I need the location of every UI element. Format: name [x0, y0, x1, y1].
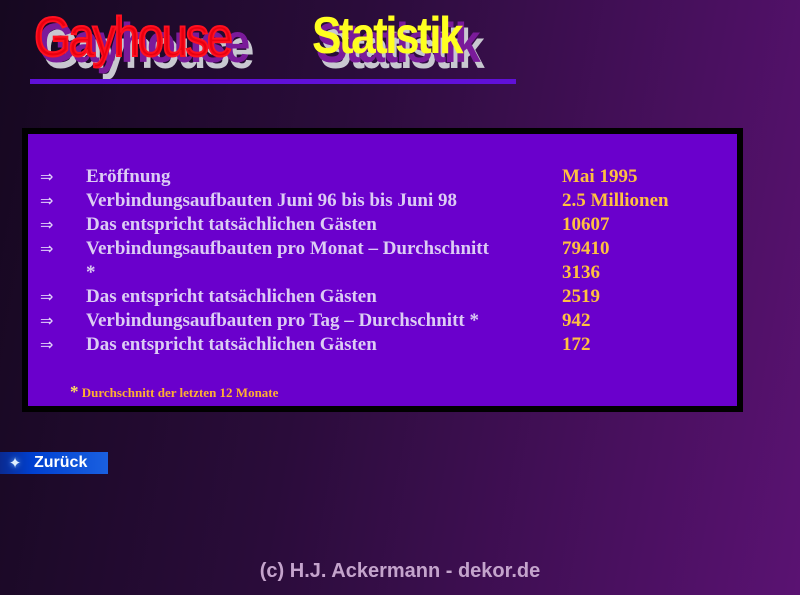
arrow-icon: ⇒: [40, 287, 54, 306]
stat-value: 10607: [562, 214, 610, 235]
stat-value: 2.5 Millionen: [562, 190, 669, 211]
arrow-icon: ⇒: [40, 167, 54, 186]
stat-label: Das entspricht tatsächlichen Gästen: [86, 286, 377, 307]
title-shadow: Statistik: [320, 17, 485, 80]
stat-row: ⇒ Verbindungsaufbauten pro Tag – Durchsch…: [28, 309, 737, 333]
stat-value: 79410: [562, 238, 610, 259]
back-button[interactable]: ✦ Zurück: [0, 452, 108, 474]
arrow-icon: ⇒: [40, 311, 54, 330]
title-shadow: Statistik: [316, 11, 481, 74]
stat-value: 3136: [562, 262, 600, 283]
stat-label: Das entspricht tatsächlichen Gästen: [86, 334, 377, 355]
title-statistik: Statistik: [312, 7, 464, 65]
stat-label: Eröffnung: [86, 166, 171, 187]
stat-row: ⇒ Verbindungsaufbauten Juni 96 bis bis Ju…: [28, 189, 737, 213]
arrow-icon: ⇒: [40, 335, 54, 354]
stat-row: ⇒ Eröffnung Mai 1995: [28, 165, 737, 189]
copyright-footer: (c) H.J. Ackermann - dekor.de: [259, 560, 541, 582]
arrow-icon: ⇒: [40, 239, 54, 258]
back-label: Zurück: [34, 454, 88, 471]
title-gayhouse: Gayhouse: [33, 4, 234, 69]
stat-row: ⇒ Das entspricht tatsächlichen Gästen 2519: [28, 285, 737, 309]
stat-label: Verbindungsaufbauten Juni 96 bis bis Jun…: [86, 190, 458, 211]
stat-row: ⇒ Verbindungsaufbauten pro Monat – Durchs…: [28, 237, 737, 261]
stat-label: Verbindungsaufbauten pro Tag – Durchschn…: [86, 310, 479, 331]
title-shadow: Gayhouse: [38, 11, 250, 74]
stat-row: ⇒ Das entspricht tatsächlichen Gästen 1060…: [28, 213, 737, 237]
title-shadow: Gayhouse: [42, 17, 254, 80]
stats-panel: * Durchschnitt der letzten 12 Monate ⇒ Er…: [22, 128, 743, 412]
stat-row: ⇒ Das entspricht tatsächlichen Gästen 172: [28, 333, 737, 357]
star-icon: ✦: [8, 455, 22, 472]
stat-value: 942: [562, 310, 591, 331]
stat-label: Das entspricht tatsächlichen Gästen: [86, 214, 377, 235]
stat-label: *: [86, 262, 96, 283]
arrow-icon: ⇒: [40, 215, 54, 234]
footnote: * Durchschnitt der letzten 12 Monate: [70, 382, 279, 401]
page-title: Gayhouse Gayhouse Gayhouse Statistik Sta…: [33, 2, 554, 80]
stat-label: Verbindungsaufbauten pro Monat – Durchsc…: [86, 238, 489, 259]
title-underline: [30, 79, 516, 84]
arrow-icon: ⇒: [40, 191, 54, 210]
stat-value: 2519: [562, 286, 600, 307]
stat-value: 172: [562, 334, 591, 355]
stat-row: * 3136: [28, 261, 737, 285]
stat-value: Mai 1995: [562, 166, 638, 187]
